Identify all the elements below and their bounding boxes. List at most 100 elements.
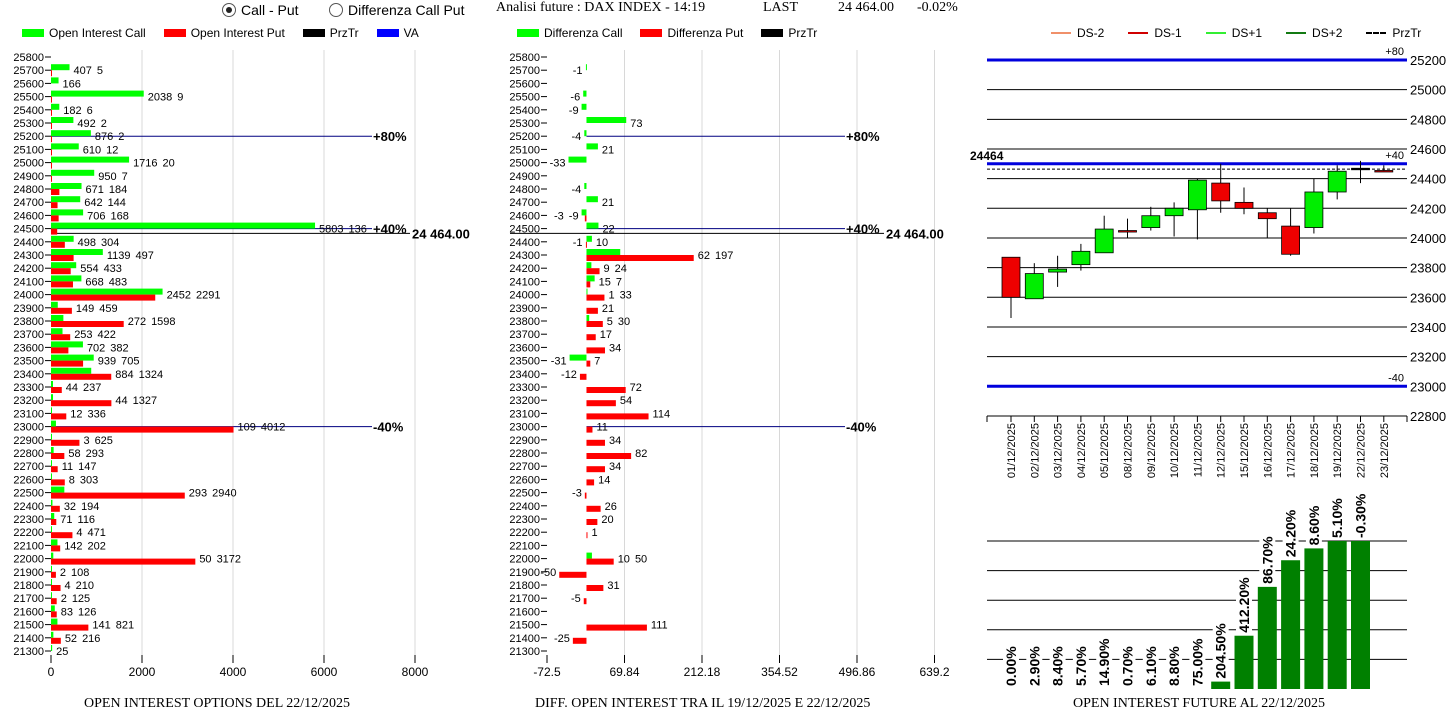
legend-item: PrzTr [1366, 26, 1421, 40]
call-bar [51, 262, 77, 269]
call-bar [585, 64, 587, 71]
legend-item: DS+2 [1286, 26, 1342, 40]
legend-line [1051, 32, 1071, 34]
y-tick-label: 24800 [1410, 112, 1446, 127]
bar-value-label: 884 [115, 369, 133, 381]
bar-value-label: 144 [108, 197, 126, 209]
legend-item: VA [376, 26, 419, 40]
oi-change-label: 8.80% [1166, 646, 1182, 686]
call-bar [51, 156, 130, 163]
y-tick-label: 22400 [509, 501, 540, 513]
put-bar [51, 373, 112, 380]
va-line-label: +40% [373, 222, 407, 237]
va-line-label: -40% [846, 420, 877, 435]
y-tick-label: 23600 [1410, 290, 1446, 305]
legend-label: Open Interest Put [190, 26, 285, 40]
prztr-label: 24464 [970, 149, 1004, 163]
y-tick-label: 25000 [13, 158, 44, 170]
call-bar [51, 565, 52, 572]
put-bar [51, 598, 57, 605]
oi-change-label: 86.70% [1259, 536, 1275, 584]
legend-item: DS-1 [1128, 26, 1182, 40]
call-bar [51, 381, 54, 387]
bar-value-label: -4 [572, 184, 582, 196]
bar-value-label: -3 [554, 210, 564, 222]
call-bar [51, 301, 58, 308]
chart-title-options: OPEN INTEREST OPTIONS DEL 22/12/2025 [84, 696, 350, 711]
put-bar [51, 109, 52, 116]
bar-value-label: 50 [635, 554, 647, 566]
put-bar [583, 598, 587, 605]
call-bar [51, 499, 53, 506]
legend-line [1366, 32, 1387, 34]
radio-differenza[interactable]: Differenza Call Put [329, 2, 464, 18]
y-tick-label: 24800 [509, 184, 540, 196]
label-bg [1003, 644, 1019, 686]
y-tick-label: 25700 [509, 65, 540, 77]
y-tick-label: 22200 [13, 527, 44, 539]
call-bar [51, 592, 52, 599]
legend-label: DS+1 [1231, 26, 1263, 40]
call-bar [51, 645, 53, 651]
call-bar [586, 315, 590, 321]
bar-value-label: 34 [609, 342, 621, 354]
label-bg [1282, 506, 1299, 558]
bar-value-label: 876 [95, 131, 113, 143]
bar-value-label: 821 [116, 620, 134, 632]
call-bar [51, 90, 144, 97]
date-label: 09/12/2025 [1146, 423, 1158, 478]
put-bar [51, 255, 74, 261]
date-label: 18/12/2025 [1309, 423, 1321, 478]
put-bar [51, 136, 52, 143]
call-bar [586, 275, 595, 282]
oi-bar [1351, 541, 1370, 689]
y-tick-label: 23100 [509, 408, 540, 420]
y-tick-label: 23300 [13, 382, 44, 394]
oi-change-label: 14.90% [1096, 638, 1112, 686]
bar-value-label: 111 [651, 620, 668, 632]
legend-swatch [302, 29, 325, 37]
y-tick-label: 22500 [13, 488, 44, 500]
y-tick-label: 25100 [509, 144, 540, 156]
call-bar [51, 539, 58, 546]
put-bar [51, 624, 89, 631]
put-bar [586, 294, 605, 301]
y-tick-label: 21800 [509, 580, 540, 592]
bar-value-label: 2 [60, 567, 66, 579]
bar-value-label: 422 [98, 329, 116, 341]
legend-swatch [163, 29, 186, 37]
y-tick-label: 23300 [509, 382, 540, 394]
bar-value-label: 52 [65, 633, 77, 645]
bar-value-label: 71 [60, 514, 72, 526]
bar-value-label: 3172 [217, 554, 241, 566]
candle-body [1141, 215, 1161, 228]
put-bar [51, 241, 65, 248]
bar-value-label: 671 [86, 184, 104, 196]
put-bar [51, 453, 65, 459]
legend-item: DS+1 [1205, 26, 1263, 40]
label-bg [1166, 644, 1183, 686]
call-bar [586, 262, 592, 269]
bar-value-label: 7 [594, 356, 600, 368]
level-label: +40 [1385, 150, 1404, 162]
oi-change-label: 0.70% [1120, 646, 1136, 686]
bar-value-label: 668 [85, 276, 103, 288]
call-bar [51, 183, 82, 189]
va-line-label: +40% [846, 222, 880, 237]
put-bar [51, 149, 52, 156]
candle-body [1188, 179, 1207, 211]
radio-call-put[interactable]: Call - Put [222, 2, 299, 18]
oi-change-label: 5.70% [1073, 646, 1089, 686]
put-bar [572, 637, 587, 644]
put-bar [51, 202, 58, 209]
bar-value-label: 54 [620, 395, 632, 407]
y-tick-label: 23200 [1410, 350, 1446, 365]
call-bar [51, 394, 54, 401]
put-bar [51, 387, 62, 393]
call-bar [51, 433, 52, 440]
y-tick-label: 25400 [13, 105, 44, 117]
bar-value-label: 168 [110, 210, 128, 222]
y-tick-label: 23700 [13, 329, 44, 341]
put-bar [51, 571, 56, 578]
oi-bar [1304, 548, 1324, 689]
